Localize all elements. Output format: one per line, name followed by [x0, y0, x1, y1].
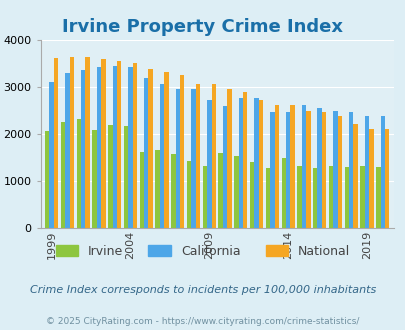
Bar [202, 166, 207, 228]
Bar [258, 100, 262, 228]
Bar [348, 113, 353, 228]
Bar [238, 98, 243, 228]
Bar [61, 122, 65, 228]
Bar [49, 82, 54, 228]
Bar [360, 166, 364, 228]
Bar [290, 106, 294, 228]
Bar [375, 167, 379, 228]
Bar [175, 88, 179, 228]
Bar [211, 84, 215, 228]
Bar [195, 84, 200, 228]
Bar [305, 111, 310, 228]
Text: Irvine Property Crime Index: Irvine Property Crime Index [62, 18, 343, 36]
Bar [191, 89, 195, 228]
Bar [384, 129, 388, 228]
Bar [333, 111, 337, 228]
Bar [179, 75, 184, 228]
Bar [96, 67, 101, 228]
Bar [296, 166, 301, 228]
Bar [285, 113, 290, 228]
Bar [85, 57, 90, 228]
Bar [344, 167, 348, 228]
Bar [117, 61, 121, 228]
Bar [364, 116, 368, 228]
Bar [45, 131, 49, 228]
Bar [301, 106, 305, 228]
Bar [65, 73, 69, 228]
Bar [270, 112, 274, 228]
Bar [353, 124, 357, 228]
Bar [148, 69, 153, 228]
Bar [312, 168, 317, 228]
Bar [54, 58, 58, 228]
Bar [249, 162, 254, 228]
Bar [101, 59, 105, 228]
Bar [281, 158, 285, 228]
Text: © 2025 CityRating.com - https://www.cityrating.com/crime-statistics/: © 2025 CityRating.com - https://www.city… [46, 317, 359, 326]
Bar [317, 108, 321, 228]
Bar [77, 118, 81, 228]
Bar [218, 153, 222, 228]
Bar [144, 78, 148, 228]
Bar [234, 156, 238, 228]
Bar [254, 98, 258, 228]
Bar [92, 130, 96, 228]
Bar [160, 84, 164, 228]
Bar [227, 89, 231, 228]
Bar [128, 67, 132, 228]
Bar [132, 63, 137, 228]
Bar [164, 72, 168, 228]
Bar [243, 92, 247, 228]
Text: Crime Index corresponds to incidents per 100,000 inhabitants: Crime Index corresponds to incidents per… [30, 285, 375, 295]
Bar [81, 70, 85, 228]
Bar [265, 168, 270, 228]
Bar [112, 66, 117, 228]
Bar [171, 154, 175, 228]
Legend: Irvine, California, National: Irvine, California, National [51, 240, 354, 263]
Bar [108, 125, 112, 228]
Bar [337, 116, 341, 228]
Bar [124, 126, 128, 228]
Bar [368, 129, 373, 228]
Bar [328, 166, 333, 228]
Bar [274, 106, 278, 228]
Bar [379, 116, 384, 228]
Bar [207, 100, 211, 228]
Bar [222, 106, 227, 228]
Bar [321, 112, 326, 228]
Bar [139, 151, 144, 228]
Bar [69, 56, 74, 228]
Bar [155, 150, 160, 228]
Bar [186, 161, 191, 228]
